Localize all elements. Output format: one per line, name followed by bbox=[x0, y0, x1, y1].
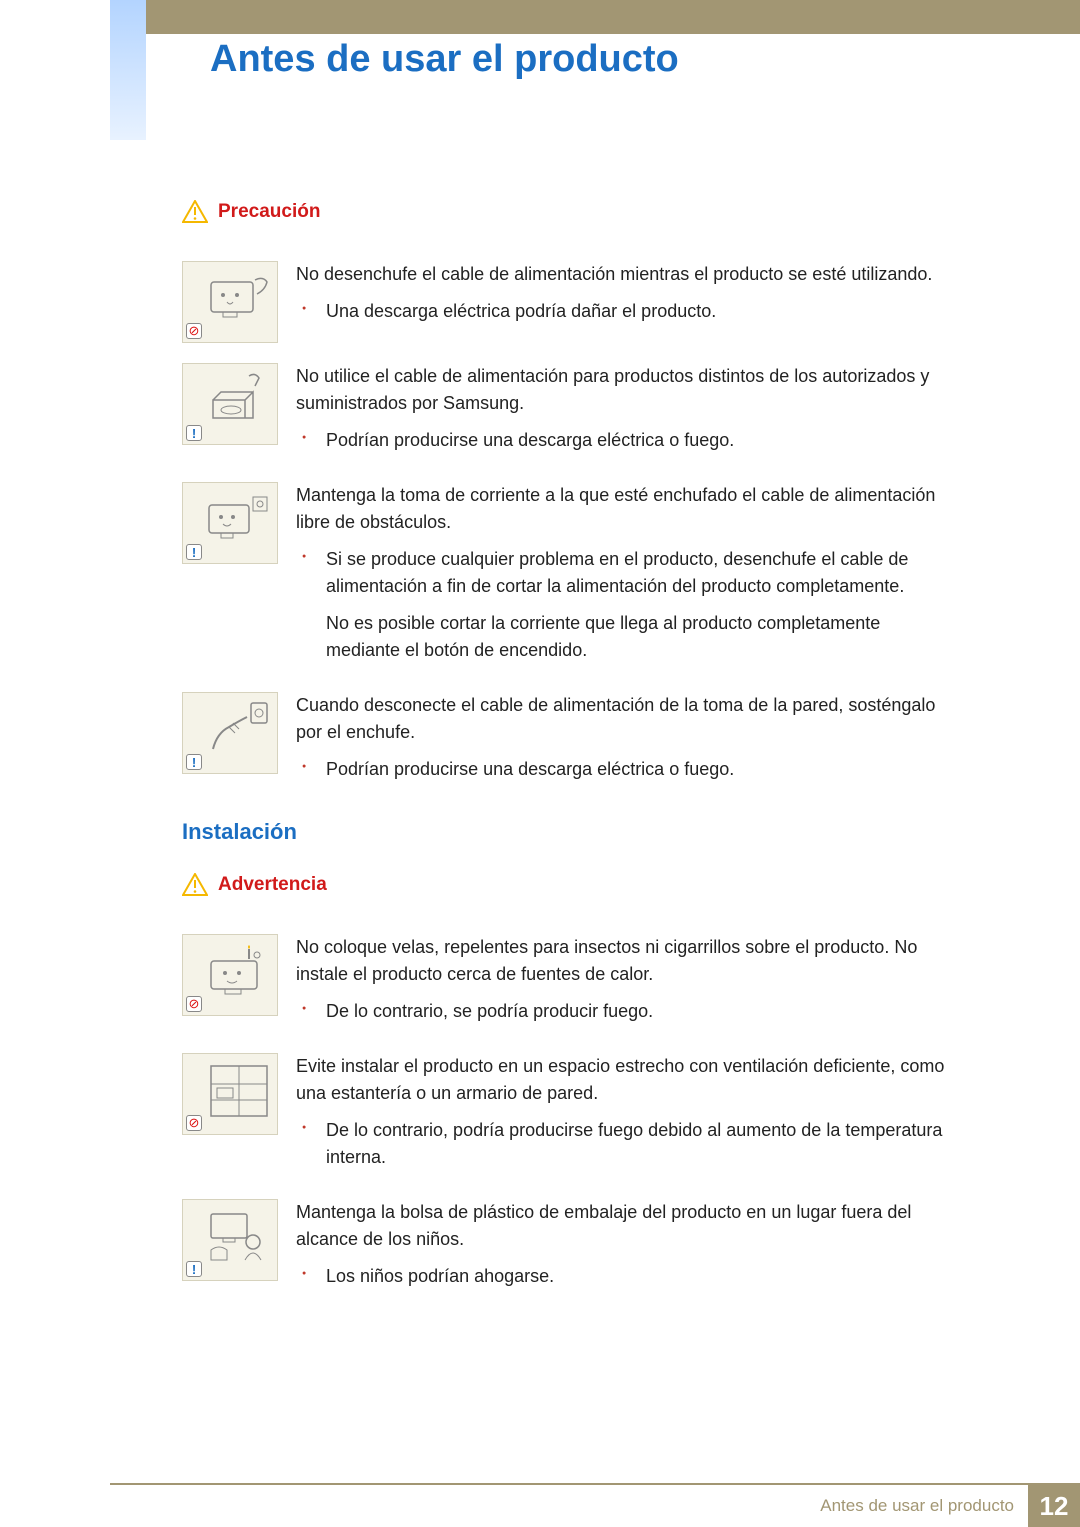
advertencia-heading: Advertencia bbox=[182, 873, 957, 896]
footer: Antes de usar el producto 12 bbox=[110, 1483, 1080, 1527]
illustration-figure bbox=[205, 1060, 275, 1124]
bullet-item: Podrían producirse una descarga eléctric… bbox=[326, 756, 957, 783]
advertencia-label: Advertencia bbox=[218, 874, 327, 896]
bullet-item: De lo contrario, podría producirse fuego… bbox=[326, 1117, 957, 1171]
prohibit-badge-icon: ⊘ bbox=[186, 1115, 202, 1131]
bullet-list: De lo contrario, se podría producir fueg… bbox=[296, 998, 957, 1025]
bullet-text: Podrían producirse una descarga eléctric… bbox=[326, 759, 734, 779]
bullet-item: Una descarga eléctrica podría dañar el p… bbox=[326, 298, 957, 325]
bullet-item: De lo contrario, se podría producir fueg… bbox=[326, 998, 957, 1025]
item-lead: Mantenga la bolsa de plástico de embalaj… bbox=[296, 1199, 957, 1253]
footer-text: Antes de usar el producto bbox=[820, 1496, 1028, 1516]
content-area: Precaución ⊘ No desenchufe el cable de a… bbox=[182, 200, 957, 1318]
item-body: Mantenga la toma de corriente a la que e… bbox=[296, 482, 957, 672]
item-lead: No coloque velas, repelentes para insect… bbox=[296, 934, 957, 988]
info-badge-icon: ! bbox=[186, 754, 202, 770]
bullet-list: Una descarga eléctrica podría dañar el p… bbox=[296, 298, 957, 325]
safety-item: ⊘ Evite instalar el producto en un espac… bbox=[182, 1053, 957, 1179]
top-header-bar bbox=[146, 0, 1080, 34]
safety-item: ! Mantenga la bolsa de plástico de embal… bbox=[182, 1199, 957, 1298]
illustration: ⊘ bbox=[182, 261, 278, 343]
warning-triangle-icon bbox=[182, 873, 208, 896]
illustration-figure bbox=[205, 699, 275, 763]
bullet-list: Los niños podrían ahogarse. bbox=[296, 1263, 957, 1290]
illustration-figure bbox=[205, 1206, 275, 1270]
bullet-item: Podrían producirse una descarga eléctric… bbox=[326, 427, 957, 454]
info-badge-icon: ! bbox=[186, 425, 202, 441]
item-body: Cuando desconecte el cable de alimentaci… bbox=[296, 692, 957, 791]
bullet-text: Si se produce cualquier problema en el p… bbox=[326, 549, 908, 596]
precaucion-heading: Precaución bbox=[182, 200, 957, 223]
item-lead: Mantenga la toma de corriente a la que e… bbox=[296, 482, 957, 536]
warning-triangle-icon bbox=[182, 200, 208, 223]
instalacion-heading: Instalación bbox=[182, 819, 957, 845]
item-lead: Evite instalar el producto en un espacio… bbox=[296, 1053, 957, 1107]
bullet-list: Podrían producirse una descarga eléctric… bbox=[296, 756, 957, 783]
illustration-figure bbox=[205, 489, 275, 553]
item-body: Evite instalar el producto en un espacio… bbox=[296, 1053, 957, 1179]
safety-item: ! Cuando desconecte el cable de alimenta… bbox=[182, 692, 957, 791]
page-number: 12 bbox=[1028, 1485, 1080, 1527]
info-badge-icon: ! bbox=[186, 1261, 202, 1277]
bullet-text: De lo contrario, podría producirse fuego… bbox=[326, 1120, 942, 1167]
safety-item: ! No utilice el cable de alimentación pa… bbox=[182, 363, 957, 462]
illustration-figure bbox=[205, 941, 275, 1005]
prohibit-badge-icon: ⊘ bbox=[186, 323, 202, 339]
safety-item: ! Mantenga la toma de corriente a la que… bbox=[182, 482, 957, 672]
illustration-figure bbox=[205, 370, 275, 434]
bullet-list: Podrían producirse una descarga eléctric… bbox=[296, 427, 957, 454]
illustration: ! bbox=[182, 692, 278, 774]
left-gradient-stripe bbox=[110, 0, 146, 140]
item-body: Mantenga la bolsa de plástico de embalaj… bbox=[296, 1199, 957, 1298]
bullet-item: Los niños podrían ahogarse. bbox=[326, 1263, 957, 1290]
illustration: ! bbox=[182, 482, 278, 564]
safety-item: ⊘ No coloque velas, repelentes para inse… bbox=[182, 934, 957, 1033]
prohibit-badge-icon: ⊘ bbox=[186, 996, 202, 1012]
bullet-sub: No es posible cortar la corriente que ll… bbox=[326, 610, 957, 664]
bullet-list: De lo contrario, podría producirse fuego… bbox=[296, 1117, 957, 1171]
illustration-figure bbox=[205, 268, 275, 332]
item-lead: No utilice el cable de alimentación para… bbox=[296, 363, 957, 417]
precaucion-label: Precaución bbox=[218, 201, 320, 223]
item-lead: Cuando desconecte el cable de alimentaci… bbox=[296, 692, 957, 746]
bullet-text: Los niños podrían ahogarse. bbox=[326, 1266, 554, 1286]
item-body: No coloque velas, repelentes para insect… bbox=[296, 934, 957, 1033]
item-body: No desenchufe el cable de alimentación m… bbox=[296, 261, 957, 333]
bullet-item: Si se produce cualquier problema en el p… bbox=[326, 546, 957, 664]
illustration: ⊘ bbox=[182, 1053, 278, 1135]
illustration: ⊘ bbox=[182, 934, 278, 1016]
illustration: ! bbox=[182, 1199, 278, 1281]
item-lead: No desenchufe el cable de alimentación m… bbox=[296, 261, 957, 288]
bullet-text: Una descarga eléctrica podría dañar el p… bbox=[326, 301, 716, 321]
item-body: No utilice el cable de alimentación para… bbox=[296, 363, 957, 462]
bullet-text: Podrían producirse una descarga eléctric… bbox=[326, 430, 734, 450]
illustration: ! bbox=[182, 363, 278, 445]
bullet-list: Si se produce cualquier problema en el p… bbox=[296, 546, 957, 664]
safety-item: ⊘ No desenchufe el cable de alimentación… bbox=[182, 261, 957, 343]
info-badge-icon: ! bbox=[186, 544, 202, 560]
page-title: Antes de usar el producto bbox=[210, 38, 679, 81]
bullet-text: De lo contrario, se podría producir fueg… bbox=[326, 1001, 653, 1021]
